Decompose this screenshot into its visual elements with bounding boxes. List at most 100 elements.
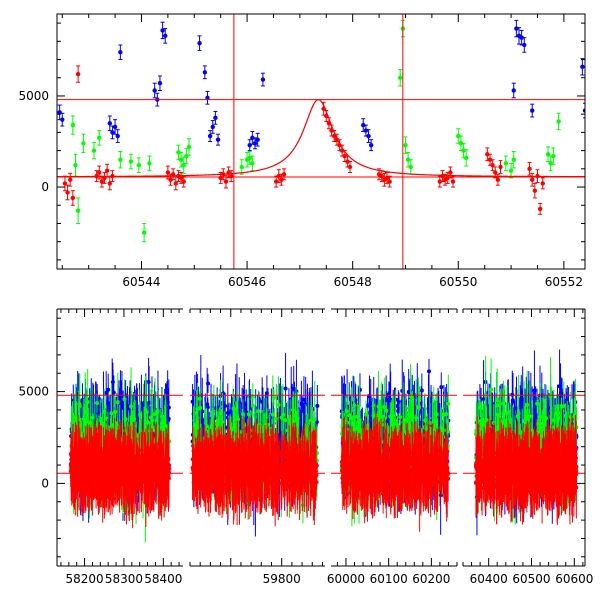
- red-data-point: [223, 179, 229, 184]
- blue-data-point: [166, 405, 171, 410]
- blue-data-point: [112, 124, 118, 130]
- green-data-point: [458, 141, 464, 146]
- red-data-point: [110, 474, 115, 479]
- green-data-point: [195, 406, 200, 411]
- blue-data-point: [213, 115, 218, 121]
- blue-data-point: [205, 95, 210, 100]
- green-data-point: [247, 155, 252, 161]
- green-data-point: [250, 161, 255, 166]
- red-data-point: [134, 466, 139, 471]
- x-tick-label: 60544: [122, 275, 160, 289]
- green-data-point: [408, 164, 413, 170]
- green-data-point: [461, 148, 466, 153]
- red-data-point: [110, 470, 115, 475]
- bottom-plot-area: [57, 357, 183, 543]
- green-data-point: [115, 400, 120, 405]
- red-data-point: [157, 453, 162, 458]
- red-data-point: [166, 473, 171, 478]
- red-data-point: [532, 188, 538, 193]
- red-data-point: [69, 459, 74, 464]
- green-data-point: [456, 133, 461, 139]
- red-data-point: [65, 190, 70, 195]
- green-data-point: [312, 417, 317, 422]
- blue-data-point: [197, 40, 202, 46]
- green-data-point: [128, 159, 134, 164]
- red-data-point: [450, 179, 456, 184]
- green-data-point: [176, 150, 181, 155]
- x-tick-label: 60552: [545, 275, 583, 289]
- red-data-point: [97, 170, 102, 175]
- green-data-point: [186, 144, 192, 150]
- blue-data-point: [580, 64, 585, 70]
- red-data-point: [87, 483, 92, 488]
- red-data-point: [131, 467, 136, 472]
- green-data-point: [250, 403, 255, 408]
- red-data-point: [70, 195, 76, 201]
- red-data-point: [165, 170, 171, 175]
- blue-data-point: [514, 26, 519, 31]
- red-data-point: [345, 159, 350, 164]
- green-data-point: [71, 419, 76, 424]
- green-data-point: [141, 230, 147, 235]
- blue-data-point: [71, 398, 76, 403]
- red-data-point: [145, 474, 150, 479]
- red-data-point: [79, 474, 84, 479]
- x-tick-label: 58400: [144, 572, 182, 586]
- blue-data-point: [250, 135, 255, 141]
- top-plot-area: [57, 14, 585, 269]
- red-data-point: [173, 181, 178, 186]
- green-data-point: [181, 162, 186, 168]
- top-panel-zoom: 60544 60546 60548 60550 60552 0 5000: [18, 13, 586, 289]
- red-data-point: [77, 463, 82, 468]
- blue-data-point: [206, 381, 211, 386]
- green-data-point: [148, 415, 153, 420]
- red-data-point: [495, 177, 501, 182]
- blue-data-point: [255, 137, 260, 142]
- green-data-point: [97, 135, 102, 141]
- green-data-point: [95, 401, 100, 406]
- green-data-point: [548, 161, 553, 166]
- red-data-point: [167, 467, 172, 472]
- blue-data-point: [106, 387, 111, 392]
- blue-data-point: [152, 88, 157, 93]
- blue-data-point: [157, 81, 163, 86]
- green-data-point: [239, 164, 244, 170]
- red-data-point: [537, 206, 543, 212]
- green-data-point: [287, 417, 292, 422]
- red-data-point: [137, 461, 142, 466]
- red-data-point: [229, 173, 234, 179]
- red-data-point: [88, 452, 93, 457]
- red-data-point: [490, 162, 495, 168]
- blue-data-point: [210, 124, 215, 130]
- red-data-point: [81, 457, 86, 462]
- red-data-point: [387, 179, 392, 184]
- x-tick-label: 58200: [65, 572, 103, 586]
- red-data-point: [102, 454, 107, 459]
- red-data-point: [89, 459, 94, 464]
- green-data-point: [405, 157, 411, 162]
- blue-data-point: [60, 117, 65, 122]
- red-data-point: [487, 157, 493, 162]
- green-data-point: [159, 425, 164, 430]
- green-data-point: [551, 153, 556, 159]
- bottom-subpanel-1: 58200 58300 58400: [56, 308, 183, 586]
- red-data-point: [168, 177, 173, 182]
- green-data-point: [398, 75, 403, 80]
- blue-data-point: [107, 121, 113, 126]
- blue-data-point: [519, 35, 524, 40]
- red-data-point: [540, 181, 545, 186]
- blue-data-point: [315, 403, 320, 408]
- blue-data-point: [363, 128, 369, 133]
- green-data-point: [75, 208, 81, 213]
- blue-data-point: [118, 50, 123, 55]
- red-data-point: [379, 173, 384, 179]
- red-data-point: [498, 164, 503, 170]
- model-curve: [57, 98, 585, 178]
- blue-data-point: [160, 28, 165, 33]
- green-data-point: [70, 122, 76, 128]
- blue-data-point: [215, 137, 221, 142]
- blue-data-point: [522, 42, 527, 48]
- y-tick-label: 0: [41, 180, 49, 194]
- green-data-point: [193, 422, 198, 427]
- green-data-point: [197, 396, 202, 401]
